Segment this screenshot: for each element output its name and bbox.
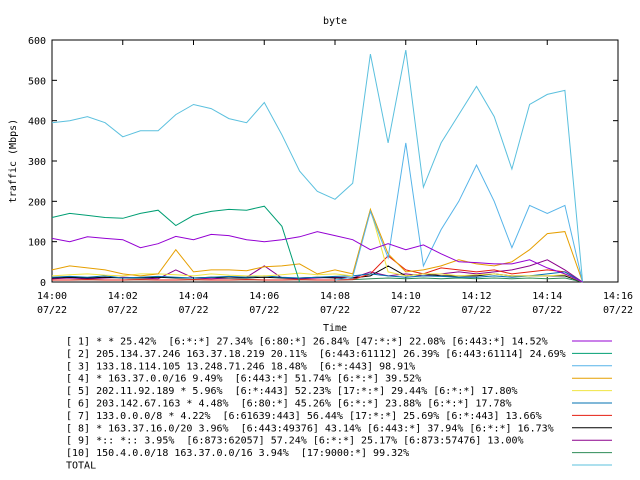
x-tick-label-date: 07/22 [461, 305, 491, 316]
x-tick-label-date: 07/22 [391, 305, 421, 316]
x-tick-label-time: 14:14 [532, 291, 562, 302]
y-tick-label: 200 [28, 197, 46, 208]
y-axis-ticks: 0 100 200 300 400 500 600 [28, 36, 618, 289]
legend-label: [ 7] 133.0.0.0/8 * 4.22% [6:61639:443] 5… [66, 411, 542, 422]
y-tick-label: 300 [28, 157, 46, 168]
series-lines [51, 50, 584, 283]
legend-label: [ 1] * * 25.42% [6:*:*] 27.34% [6:80:*] … [66, 337, 548, 348]
x-tick-label-time: 14:06 [249, 291, 279, 302]
x-tick-label-time: 14:04 [178, 291, 208, 302]
y-tick-label: 600 [28, 36, 46, 47]
series-line-5 [51, 207, 583, 283]
legend-label: [ 9] *:: *:: 3.95% [6:873:62057] 57.24% … [66, 436, 524, 447]
legend: [ 1] * * 25.42% [6:*:*] 27.34% [6:80:*] … [66, 337, 612, 472]
x-tick-label-date: 07/22 [37, 305, 67, 316]
x-tick-label-time: 14:12 [461, 291, 491, 302]
legend-label: [ 8] * 163.37.16.0/20 3.96% [6:443:49376… [66, 423, 554, 434]
x-axis-label: Time [323, 323, 347, 334]
x-tick-label-date: 07/22 [249, 305, 279, 316]
series-line-11 [51, 50, 584, 283]
x-axis-ticks: 14:00 07/22 14:02 07/22 14:04 07/22 14:06 07/22… [37, 40, 633, 316]
legend-label: [10] 150.4.0.0/18 163.37.0.0/16 3.94% [1… [66, 448, 409, 459]
x-tick-label-date: 07/22 [108, 305, 138, 316]
legend-label: [ 5] 202.11.92.189 * 5.96% [6:*:443] 52.… [66, 386, 518, 397]
x-tick-label-date: 07/22 [320, 305, 350, 316]
series-line-2 [51, 205, 301, 283]
y-tick-label: 0 [40, 278, 46, 289]
x-tick-label-time: 14:02 [108, 291, 138, 302]
series-line-7 [52, 255, 583, 283]
legend-label: [ 6] 203.142.67.163 * 4.48% [6:80:*] 45.… [66, 399, 512, 410]
x-tick-label-date: 07/22 [532, 305, 562, 316]
chart-title: byte [323, 16, 347, 27]
x-tick-label-time: 14:10 [391, 291, 421, 302]
x-tick-label-time: 14:00 [37, 291, 67, 302]
series-line-4 [51, 207, 584, 283]
legend-label: TOTAL [66, 461, 96, 472]
x-tick-label-time: 14:08 [320, 291, 350, 302]
legend-label: [ 3] 133.18.114.105 13.248.71.246 18.48%… [66, 361, 415, 372]
legend-label: [ 2] 205.134.37.246 163.37.18.219 20.11%… [66, 349, 566, 360]
series-line-6 [51, 271, 583, 283]
series-line-1 [51, 231, 583, 283]
y-tick-label: 500 [28, 76, 46, 87]
x-tick-label-date: 07/22 [603, 305, 633, 316]
series-line-3 [334, 142, 584, 283]
x-tick-label-date: 07/22 [178, 305, 208, 316]
x-tick-label-time: 14:16 [603, 291, 633, 302]
y-tick-label: 400 [28, 117, 46, 128]
legend-label: [ 4] * 163.37.0.0/16 9.49% [6:443:*] 51.… [66, 374, 421, 385]
y-tick-label: 100 [28, 238, 46, 249]
y-axis-label: traffic (Mbps) [8, 119, 19, 203]
